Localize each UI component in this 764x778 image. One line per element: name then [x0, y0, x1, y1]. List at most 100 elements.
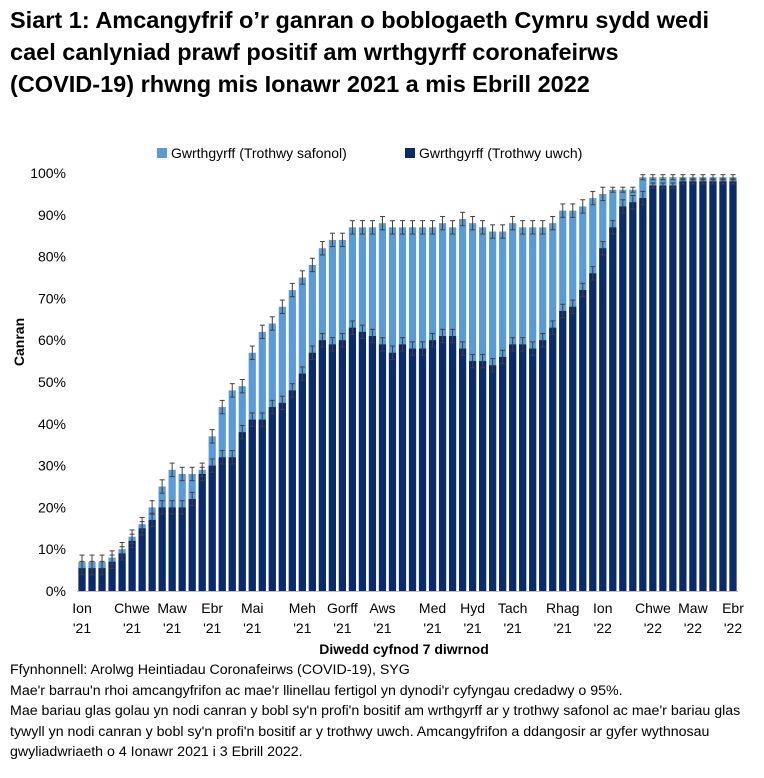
x-tick-year: '22 — [644, 620, 662, 636]
bar-higher — [398, 344, 407, 591]
y-axis-title: Canran — [11, 318, 27, 366]
x-tick-year: '22 — [684, 620, 702, 636]
bar-higher — [158, 507, 166, 591]
bar-higher — [519, 344, 527, 591]
bar-higher — [529, 348, 537, 591]
bar-higher — [428, 340, 437, 591]
bar-higher — [308, 352, 316, 591]
y-tick-label: 10% — [38, 541, 66, 557]
bar-higher — [298, 373, 306, 591]
bar-higher — [669, 185, 677, 592]
bar-higher — [358, 331, 367, 591]
colour-note: Mae bariau glas golau yn nodi canran y b… — [10, 703, 741, 760]
y-tick-label: 80% — [38, 249, 66, 265]
bar-higher — [589, 273, 597, 591]
bar-higher — [479, 361, 487, 591]
x-tick-month: Chwe — [114, 600, 150, 616]
bar-higher — [489, 365, 497, 591]
bar-higher — [438, 336, 447, 591]
y-tick-label: 100% — [30, 165, 66, 181]
bar-higher — [639, 198, 647, 591]
bar-higher — [418, 348, 427, 591]
y-tick-label: 90% — [38, 207, 66, 223]
bar-higher — [539, 340, 547, 591]
bar-higher — [679, 181, 687, 592]
y-tick-label: 40% — [38, 416, 66, 432]
bar-higher — [338, 340, 347, 591]
legend-swatch-standard — [157, 148, 167, 158]
x-tick-year: '21 — [203, 620, 221, 636]
x-tick-year: '21 — [554, 620, 572, 636]
y-tick-label: 50% — [38, 374, 66, 390]
x-axis-title: Diwedd cyfnod 7 diwrnod — [319, 641, 489, 657]
x-tick-year: '22 — [594, 620, 612, 636]
bar-higher — [448, 336, 457, 591]
bar-higher — [348, 327, 357, 591]
bar-higher — [659, 185, 667, 592]
y-tick-label: 0% — [46, 583, 66, 599]
bar-higher — [258, 419, 266, 591]
legend: Gwrthgyrff (Trothwy safonol) Gwrthgyrff … — [157, 145, 582, 161]
bar-higher — [238, 432, 246, 591]
x-tick-month: Ion — [593, 600, 612, 616]
bar-higher — [579, 290, 587, 591]
bar-higher — [188, 499, 196, 591]
legend-swatch-higher — [405, 148, 415, 158]
bar-higher — [559, 310, 567, 591]
x-tick-year: '22 — [724, 620, 742, 636]
chart-title: Siart 1: Amcangyfrif o’r ganran o boblog… — [10, 7, 710, 97]
bar-higher — [168, 507, 176, 591]
x-tick-month: Ion — [72, 600, 91, 616]
legend-label-higher: Gwrthgyrff (Trothwy uwch) — [419, 145, 582, 161]
bar-higher — [719, 181, 727, 592]
bar-higher — [248, 419, 256, 591]
bar-higher — [609, 227, 617, 591]
bar-higher — [218, 457, 226, 591]
bar-higher — [118, 553, 126, 591]
interval-note: Mae'r barrau'n rhoi amcangyfrifon ac mae… — [10, 682, 623, 699]
bar-higher — [619, 206, 627, 591]
y-tick-label: 20% — [38, 499, 66, 515]
bar-higher — [198, 473, 206, 591]
bar-higher — [388, 352, 397, 591]
bar-higher — [328, 344, 336, 591]
x-tick-year: '21 — [123, 620, 141, 636]
bar-higher — [458, 348, 467, 591]
x-tick-year: '21 — [504, 620, 522, 636]
bar-higher — [98, 568, 106, 591]
bar-higher — [699, 181, 707, 592]
bar-higher — [378, 344, 387, 591]
bar-higher — [268, 407, 276, 591]
bar-higher — [368, 336, 377, 591]
bar-higher — [288, 390, 296, 591]
x-tick-month: Mai — [241, 600, 264, 616]
bar-higher — [649, 185, 657, 592]
bar-higher — [108, 561, 116, 591]
chart-svg: Gwrthgyrff (Trothwy safonol) Gwrthgyrff … — [11, 145, 744, 657]
legend-label-standard: Gwrthgyrff (Trothwy safonol) — [171, 145, 347, 161]
chart-notes: Ffynhonnell: Arolwg Heintiadau Coronafei… — [10, 660, 750, 763]
bar-higher — [228, 457, 236, 591]
bar-higher — [318, 340, 326, 591]
bar-higher — [128, 540, 136, 591]
x-tick-month: Gorff — [327, 600, 358, 616]
x-tick-year: '21 — [463, 620, 481, 636]
bar-higher — [729, 181, 737, 592]
bar-higher — [509, 344, 517, 591]
x-tick-month: Meh — [289, 600, 316, 616]
x-tick-year: '21 — [163, 620, 181, 636]
x-tick-month: Tach — [498, 600, 528, 616]
bar-higher — [138, 528, 146, 591]
bar-higher — [549, 327, 557, 591]
y-tick-label: 60% — [38, 332, 66, 348]
x-tick-month: Maw — [678, 600, 708, 616]
x-tick-month: Chwe — [635, 600, 671, 616]
bar-higher — [629, 202, 637, 591]
x-tick-year: '21 — [423, 620, 441, 636]
bar-higher — [468, 361, 477, 591]
x-tick-month: Ebr — [722, 600, 744, 616]
bar-higher — [569, 306, 577, 591]
bar-higher — [178, 507, 186, 591]
x-tick-month: Ebr — [201, 600, 223, 616]
bar-higher — [78, 568, 86, 591]
